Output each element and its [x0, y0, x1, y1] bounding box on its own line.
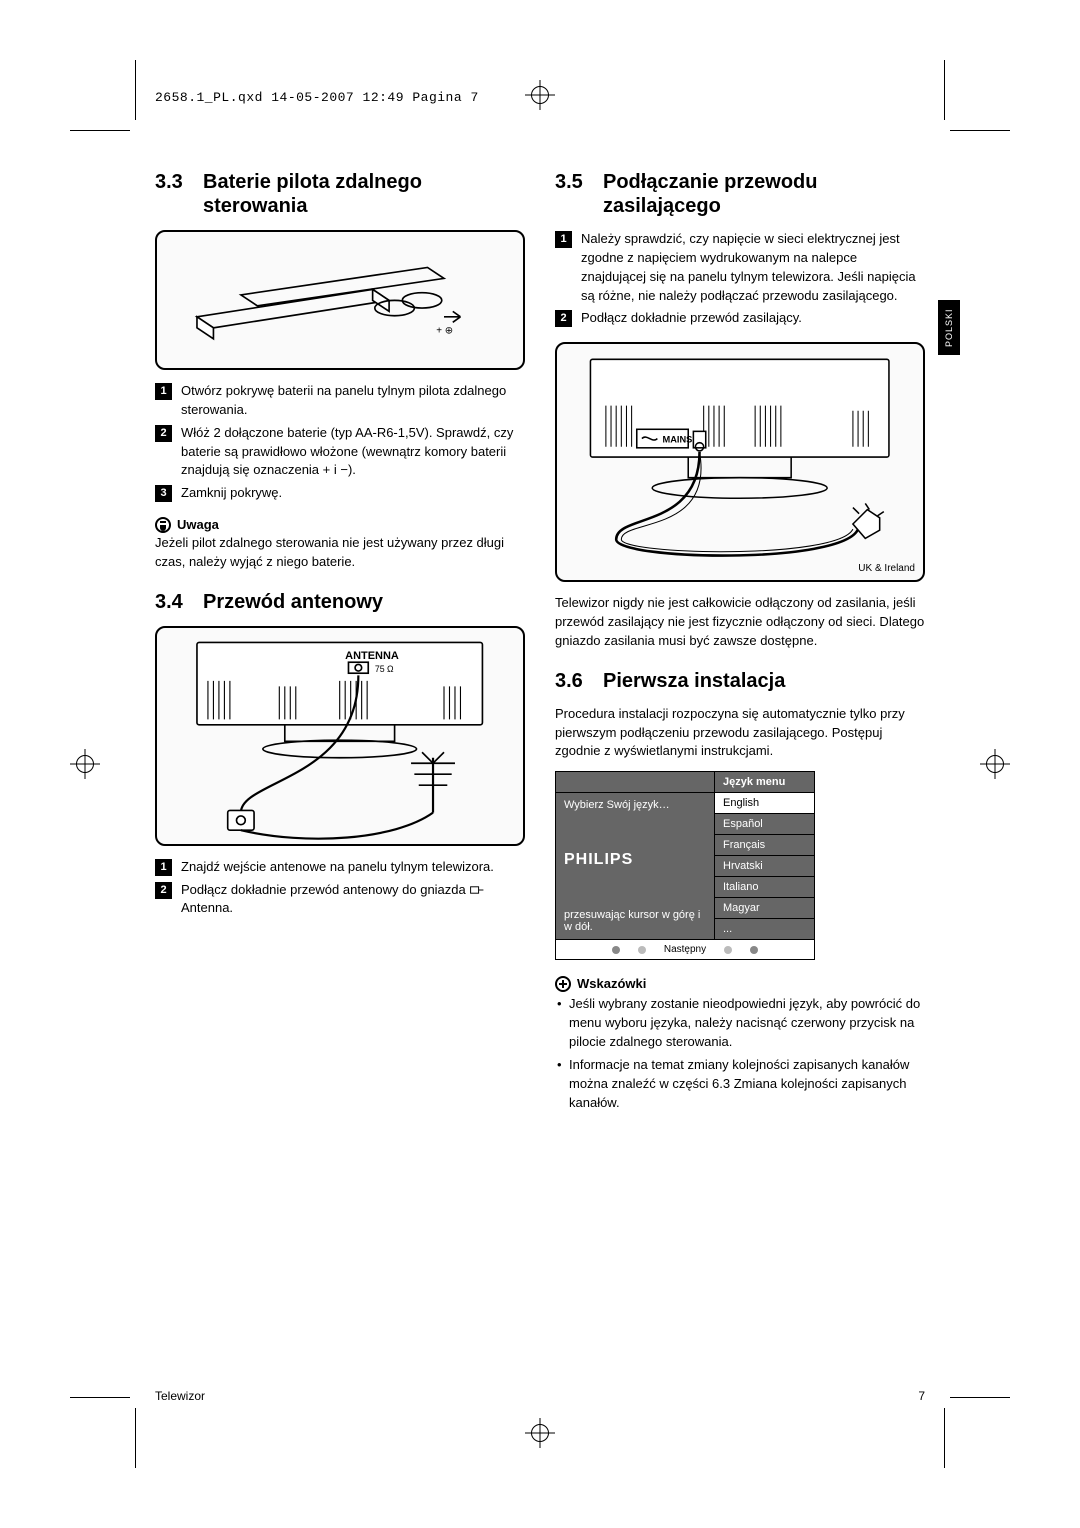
section-3-4-heading: 3.4 Przewód antenowy — [155, 590, 525, 614]
menu-instruction-bottom: przesuwając kursor w górę i w dół. — [564, 909, 706, 933]
crop-mark — [944, 60, 945, 120]
step-item: 3Zamknij pokrywę. — [155, 484, 525, 503]
section-number: 3.5 — [555, 171, 603, 194]
menu-left-pane: Wybierz Swój język… PHILIPS przesuwając … — [556, 793, 714, 939]
section-3-3-heading: 3.3 Baterie pilota zdalnego sterowania — [155, 170, 525, 218]
language-option[interactable]: Hrvatski — [715, 856, 814, 877]
registration-mark — [525, 1418, 555, 1448]
menu-header-left — [556, 772, 714, 792]
step-text-part: Podłącz dokładnie przewód antenowy do gn… — [181, 882, 469, 897]
section-title: Pierwsza instalacja — [603, 669, 925, 693]
section-number: 3.6 — [555, 670, 603, 693]
figure-uk-label: UK & Ireland — [858, 563, 915, 574]
figure-mains: MAINS UK & Ireland — [555, 342, 925, 582]
menu-instruction-top: Wybierz Swój język… — [564, 799, 706, 811]
registration-mark — [980, 749, 1010, 779]
language-option[interactable]: English — [715, 793, 814, 814]
step-item: 1Należy sprawdzić, czy napięcie w sieci … — [555, 230, 925, 305]
registration-mark — [525, 80, 555, 110]
language-option[interactable]: Italiano — [715, 877, 814, 898]
nav-next-label[interactable]: Następny — [664, 944, 706, 955]
tip-text: Informacje na temat zmiany kolejności za… — [569, 1057, 909, 1110]
note-label: Uwaga — [177, 517, 219, 532]
step-text: Należy sprawdzić, czy napięcie w sieci e… — [581, 231, 916, 303]
crop-mark — [950, 130, 1010, 131]
left-column: 3.3 Baterie pilota zdalnego sterowania +… — [155, 170, 525, 1116]
tips-label: Wskazówki — [577, 976, 646, 991]
note-icon — [155, 517, 171, 533]
steps-3-5: 1Należy sprawdzić, czy napięcie w sieci … — [555, 230, 925, 328]
language-option[interactable]: Magyar — [715, 898, 814, 919]
tips-list: Jeśli wybrany zostanie nieodpowiedni jęz… — [555, 995, 925, 1112]
crop-mark — [70, 1397, 130, 1398]
svg-text:MAINS: MAINS — [663, 435, 693, 445]
note-heading: Uwaga — [155, 517, 525, 532]
section-title: Przewód antenowy — [203, 590, 525, 614]
crop-mark — [944, 1408, 945, 1468]
step-text: Otwórz pokrywę baterii na panelu tylnym … — [181, 383, 506, 417]
plus-icon — [555, 976, 571, 992]
crop-mark — [950, 1397, 1010, 1398]
note-body: Jeżeli pilot zdalnego sterowania nie jes… — [155, 534, 525, 572]
step-text: Zamknij pokrywę. — [181, 485, 282, 500]
language-option[interactable]: ... — [715, 919, 814, 939]
language-option[interactable]: Español — [715, 814, 814, 835]
step-text-part: Antenna. — [181, 900, 233, 915]
nav-dot-icon — [638, 946, 646, 954]
step-text: Podłącz dokładnie przewód zasilający. — [581, 310, 802, 325]
section-title: Baterie pilota zdalnego sterowania — [203, 170, 525, 218]
language-menu: Język menu Wybierz Swój język… PHILIPS p… — [555, 771, 815, 960]
figure-antenna: ANTENNA 75 Ω — [155, 626, 525, 846]
footer-page-number: 7 — [918, 1389, 925, 1403]
footer-label: Telewizor — [155, 1389, 205, 1403]
tip-item: Informacje na temat zmiany kolejności za… — [555, 1056, 925, 1113]
steps-3-3: 1Otwórz pokrywę baterii na panelu tylnym… — [155, 382, 525, 503]
nav-dot-icon — [750, 946, 758, 954]
svg-text:ANTENNA: ANTENNA — [345, 650, 399, 662]
section-3-6-heading: 3.6 Pierwsza instalacja — [555, 669, 925, 693]
crop-mark — [70, 130, 130, 131]
language-side-tab: POLSKI — [938, 300, 960, 355]
crop-mark — [135, 60, 136, 120]
right-column: 3.5 Podłączanie przewodu zasilającego 1N… — [555, 170, 925, 1116]
paragraph-3-6-intro: Procedura instalacji rozpoczyna się auto… — [555, 705, 925, 762]
section-number: 3.4 — [155, 591, 203, 614]
print-header: 2658.1_PL.qxd 14-05-2007 12:49 Pagina 7 — [155, 90, 479, 105]
steps-3-4: 1Znajdź wejście antenowe na panelu tylny… — [155, 858, 525, 919]
step-item: 2Podłącz dokładnie przewód zasilający. — [555, 309, 925, 328]
nav-dot-icon — [612, 946, 620, 954]
antenna-plug-icon — [469, 885, 485, 895]
step-text: Znajdź wejście antenowe na panelu tylnym… — [181, 859, 494, 874]
section-title: Podłączanie przewodu zasilającego — [603, 170, 925, 218]
section-3-5-heading: 3.5 Podłączanie przewodu zasilającego — [555, 170, 925, 218]
brand-logo: PHILIPS — [564, 851, 706, 869]
tips-heading: Wskazówki — [555, 976, 925, 991]
crop-mark — [135, 1408, 136, 1468]
menu-options-pane: EnglishEspañolFrançaisHrvatskiItalianoMa… — [714, 793, 814, 939]
figure-remote-batteries: + ⊕ — [155, 230, 525, 370]
step-item: 2 Podłącz dokładnie przewód antenowy do … — [155, 881, 525, 919]
svg-text:75 Ω: 75 Ω — [375, 664, 394, 674]
language-option[interactable]: Français — [715, 835, 814, 856]
section-number: 3.3 — [155, 171, 203, 194]
step-item: 2Włóż 2 dołączone baterie (typ AA-R6-1,5… — [155, 424, 525, 481]
step-item: 1Otwórz pokrywę baterii na panelu tylnym… — [155, 382, 525, 420]
page-footer: Telewizor 7 — [155, 1389, 925, 1403]
menu-nav-bar: Następny — [556, 939, 814, 959]
svg-text:+ ⊕: + ⊕ — [437, 325, 454, 336]
menu-header-right: Język menu — [714, 772, 814, 792]
tip-item: Jeśli wybrany zostanie nieodpowiedni jęz… — [555, 995, 925, 1052]
step-text: Podłącz dokładnie przewód antenowy do gn… — [181, 882, 485, 916]
nav-dot-icon — [724, 946, 732, 954]
step-item: 1Znajdź wejście antenowe na panelu tylny… — [155, 858, 525, 877]
paragraph-3-5-after: Telewizor nigdy nie jest całkowicie odłą… — [555, 594, 925, 651]
step-text: Włóż 2 dołączone baterie (typ AA-R6-1,5V… — [181, 425, 513, 478]
tip-text: Jeśli wybrany zostanie nieodpowiedni jęz… — [569, 996, 920, 1049]
page-content: 3.3 Baterie pilota zdalnego sterowania +… — [155, 170, 925, 1116]
registration-mark — [70, 749, 100, 779]
